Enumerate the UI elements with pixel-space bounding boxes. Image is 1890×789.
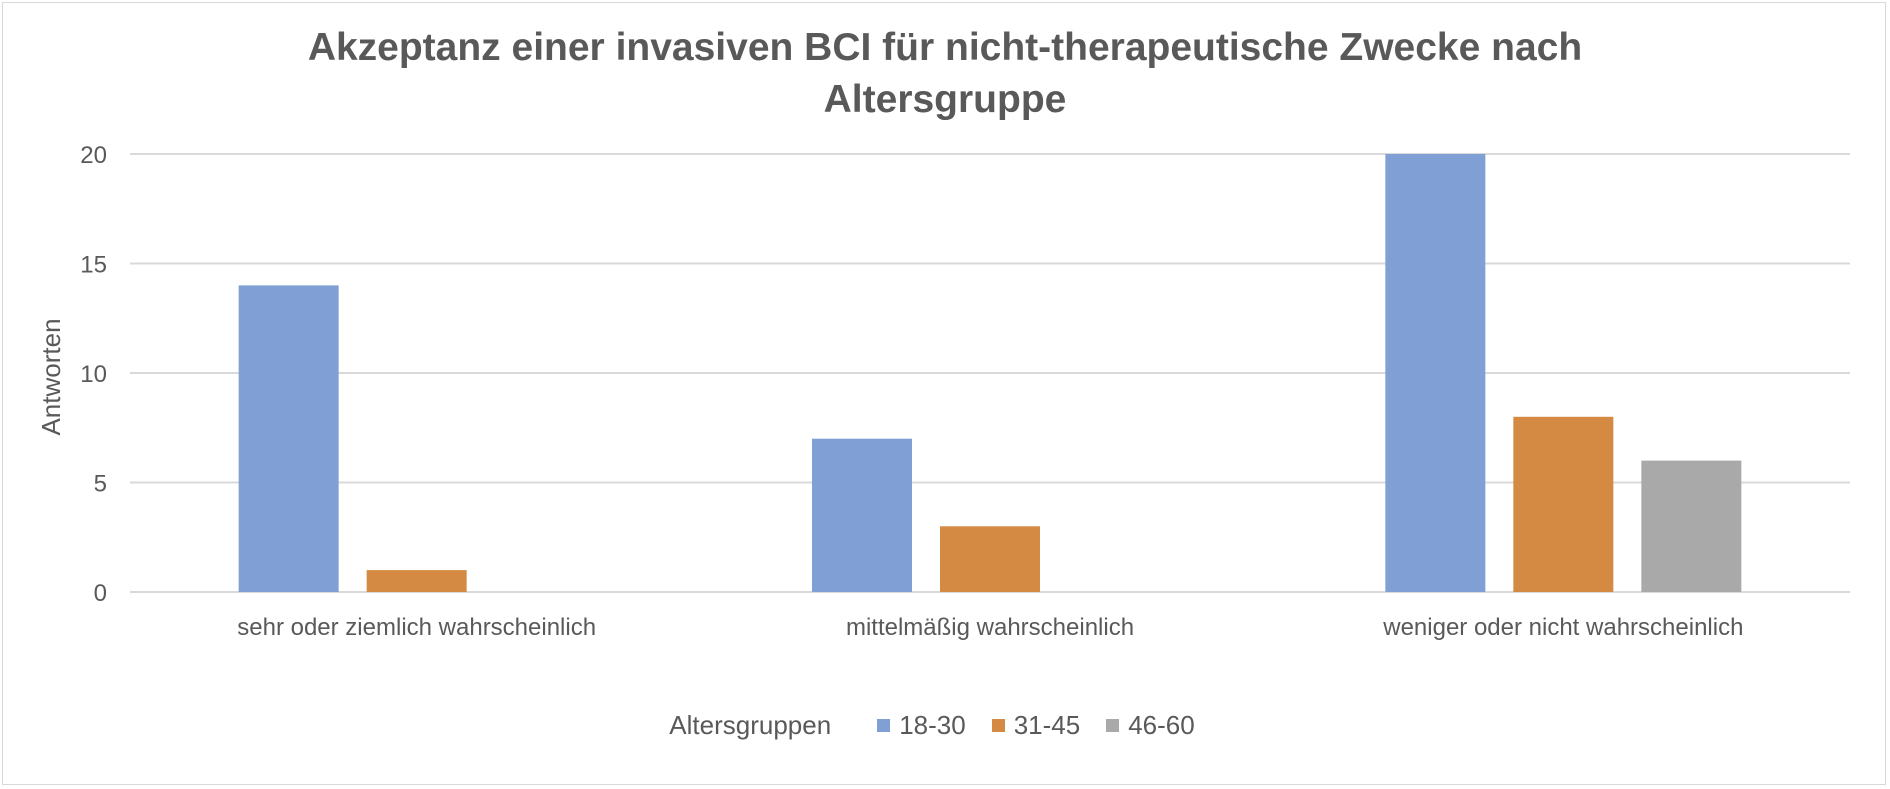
chart-title: Akzeptanz einer invasiven BCI für nicht-…: [0, 22, 1890, 126]
legend-label: 46-60: [1128, 709, 1195, 740]
x-tick-label: sehr oder ziemlich wahrscheinlich: [237, 614, 596, 641]
bar-31-45-1: [940, 526, 1040, 592]
legend-item-18-30: 18-30: [877, 710, 966, 741]
y-tick-labels: 0 5 10 15 20: [80, 142, 107, 607]
legend-label: 18-30: [899, 709, 966, 740]
legend-swatch: [1106, 718, 1120, 732]
y-tick-label: 5: [94, 471, 107, 498]
y-tick-label: 10: [80, 361, 107, 388]
legend-item-46-60: 46-60: [1106, 710, 1195, 741]
chart-title-line-1: Akzeptanz einer invasiven BCI für nicht-…: [307, 26, 1583, 69]
legend: Altersgruppen 18-30 31-45 46-60: [0, 705, 1890, 745]
legend-label: 31-45: [1013, 709, 1081, 740]
x-tick-label: mittelmäßig wahrscheinlich: [846, 614, 1134, 641]
y-axis-label: Antworten: [36, 318, 66, 435]
bar-46-60-2: [1641, 460, 1742, 592]
legend-swatch: [877, 718, 891, 732]
bars: [238, 154, 1742, 592]
bar-31-45-2: [1513, 416, 1614, 592]
y-tick-label: 0: [94, 580, 107, 607]
legend-title: Altersgruppen: [669, 709, 832, 740]
chart-title-line-2: Altersgruppe: [823, 78, 1067, 121]
bar-18-30-0: [238, 285, 339, 592]
x-tick-label: weniger oder nicht wahrscheinlich: [1382, 614, 1743, 641]
y-tick-label: 15: [80, 252, 107, 279]
y-tick-label: 20: [80, 142, 107, 169]
bar-31-45-0: [366, 570, 467, 592]
legend-swatch: [991, 718, 1005, 732]
bar-18-30-2: [1385, 154, 1486, 592]
legend-item-31-45: 31-45: [991, 709, 1081, 741]
bar-18-30-1: [812, 438, 912, 592]
x-tick-labels: sehr oder ziemlich wahrscheinlich mittelm…: [237, 614, 1743, 641]
